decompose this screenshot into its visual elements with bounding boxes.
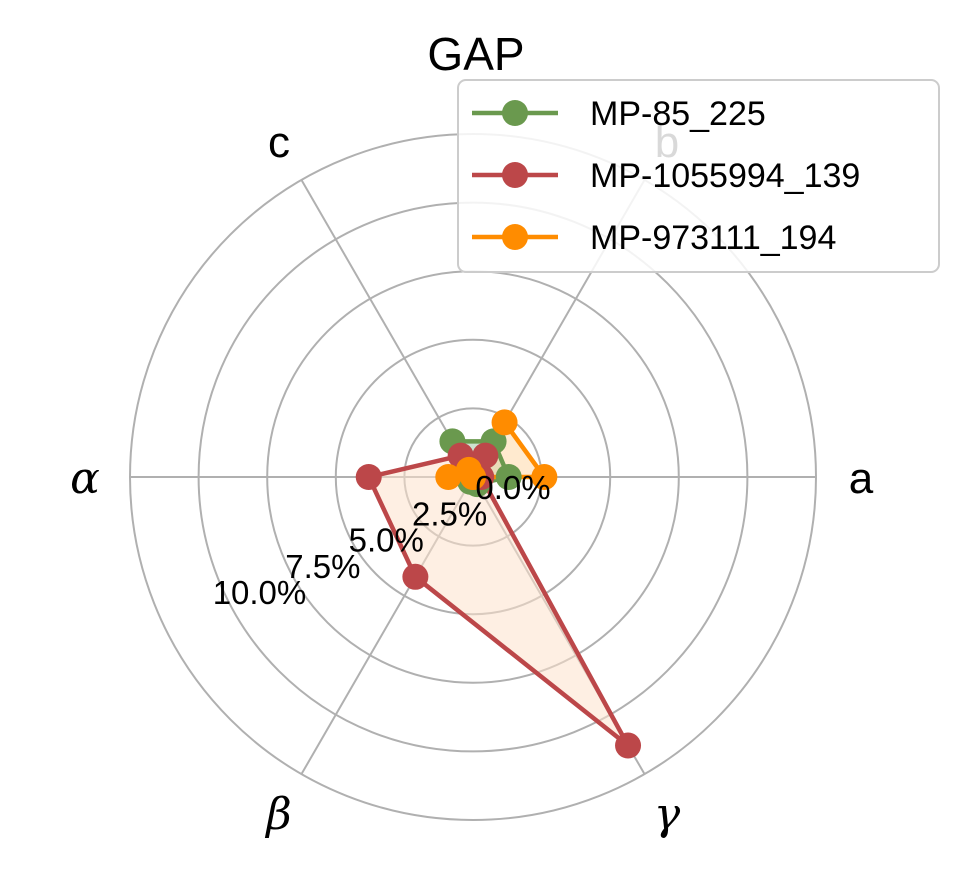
axis-label: γ [654, 789, 681, 840]
series-fill-1 [368, 455, 628, 746]
series-points [355, 409, 642, 759]
radial-tick-label: 5.0% [349, 522, 424, 559]
axis-label: c [268, 118, 290, 167]
legend: MP-85_225 MP-1055994_139 MP-973111_194 [457, 79, 940, 273]
legend-entry: MP-973111_194 [590, 219, 836, 257]
axis-label: a [849, 454, 874, 503]
radial-tick-label: 0.0% [475, 469, 550, 506]
radial-tick-label: 7.5% [285, 548, 360, 585]
axis-label: β [264, 789, 291, 840]
radial-tick-label: 2.5% [412, 495, 487, 532]
axis-label: α [70, 453, 100, 504]
legend-marker [502, 224, 528, 250]
legend-entry: MP-85_225 [590, 95, 766, 133]
chart-title: GAP [427, 28, 524, 80]
legend-box [457, 79, 940, 273]
data-point [615, 732, 642, 759]
data-point [495, 464, 522, 490]
data-point [460, 464, 486, 490]
radial-tick-labels: 0.0%2.5%5.0%7.5%10.0% [213, 469, 551, 611]
data-point [402, 563, 429, 590]
grid-spoke [300, 179, 474, 478]
data-point [435, 464, 462, 490]
data-point [531, 464, 558, 490]
legend-entry: MP-1055994_139 [590, 157, 860, 195]
radial-tick-label: 10.0% [213, 574, 307, 611]
legend-marker [502, 162, 528, 188]
legend-marker [502, 100, 528, 126]
data-point [491, 409, 518, 436]
data-point [355, 464, 382, 490]
